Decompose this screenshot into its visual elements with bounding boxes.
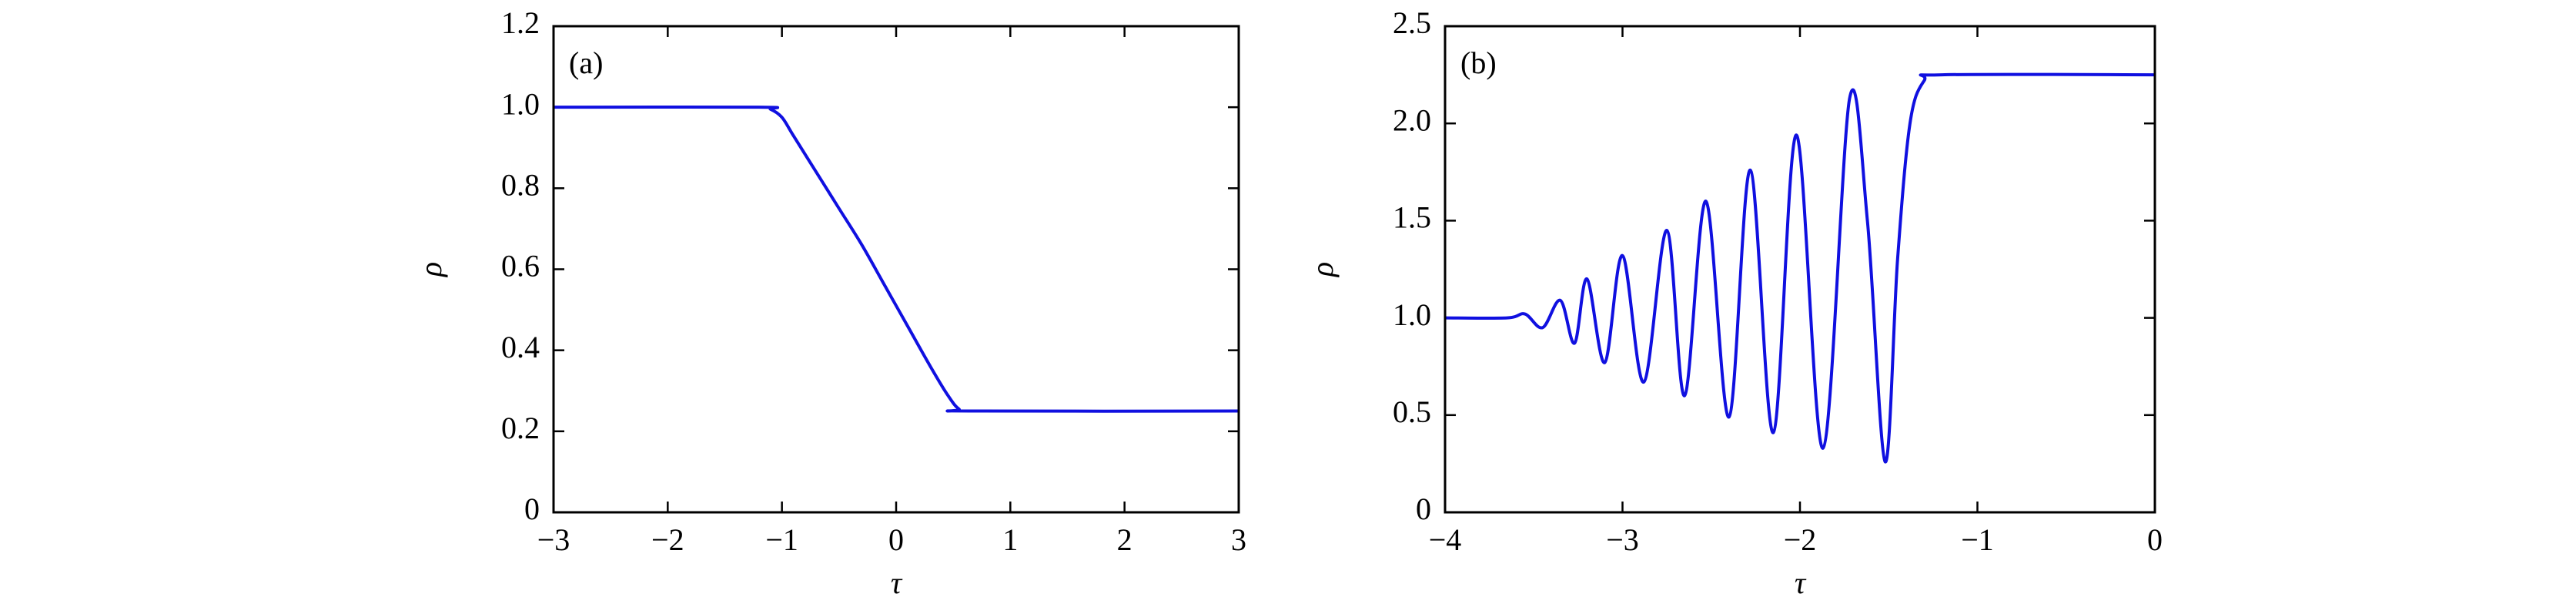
data-line bbox=[553, 105, 1239, 413]
x-axis-label: τ bbox=[1795, 565, 1807, 600]
y-axis-label: ρ bbox=[1305, 262, 1340, 278]
y-tick-label: 0.4 bbox=[501, 330, 540, 364]
y-tick-label: 0 bbox=[524, 492, 540, 526]
y-tick-label: 0.6 bbox=[501, 249, 540, 284]
y-axis-label: ρ bbox=[413, 262, 448, 278]
y-tick-label: 1.5 bbox=[1393, 200, 1431, 235]
x-tick-label: −4 bbox=[1429, 522, 1462, 557]
y-tick-label: 2.5 bbox=[1393, 5, 1431, 40]
plot-frame bbox=[1444, 25, 2156, 514]
x-tick-label: −1 bbox=[765, 522, 798, 557]
y-tick-label: 1.0 bbox=[501, 86, 540, 121]
y-tick-label: 0.2 bbox=[501, 411, 540, 445]
x-tick-label: −2 bbox=[1784, 522, 1817, 557]
x-tick-label: 0 bbox=[2147, 522, 2163, 557]
data-line bbox=[1444, 72, 2156, 464]
x-tick-label: −3 bbox=[537, 522, 570, 557]
x-tick-label: 1 bbox=[1002, 522, 1018, 557]
y-tick-label: 0.5 bbox=[1393, 394, 1431, 429]
y-tick-label: 2.0 bbox=[1393, 102, 1431, 137]
x-tick-label: −2 bbox=[651, 522, 684, 557]
x-axis-label: τ bbox=[891, 565, 903, 600]
panel-label: (b) bbox=[1460, 45, 1497, 80]
x-tick-label: −3 bbox=[1606, 522, 1639, 557]
y-tick-label: 1.2 bbox=[501, 5, 540, 40]
panel-label: (a) bbox=[569, 45, 603, 80]
y-tick-label: 1.0 bbox=[1393, 297, 1431, 332]
x-tick-label: 3 bbox=[1231, 522, 1246, 557]
plot-frame bbox=[552, 25, 1240, 514]
x-tick-label: 0 bbox=[888, 522, 904, 557]
y-tick-label: 0.8 bbox=[501, 168, 540, 203]
x-tick-label: −1 bbox=[1961, 522, 1994, 557]
y-tick-label: 0 bbox=[1416, 492, 1431, 526]
x-tick-label: 2 bbox=[1117, 522, 1132, 557]
